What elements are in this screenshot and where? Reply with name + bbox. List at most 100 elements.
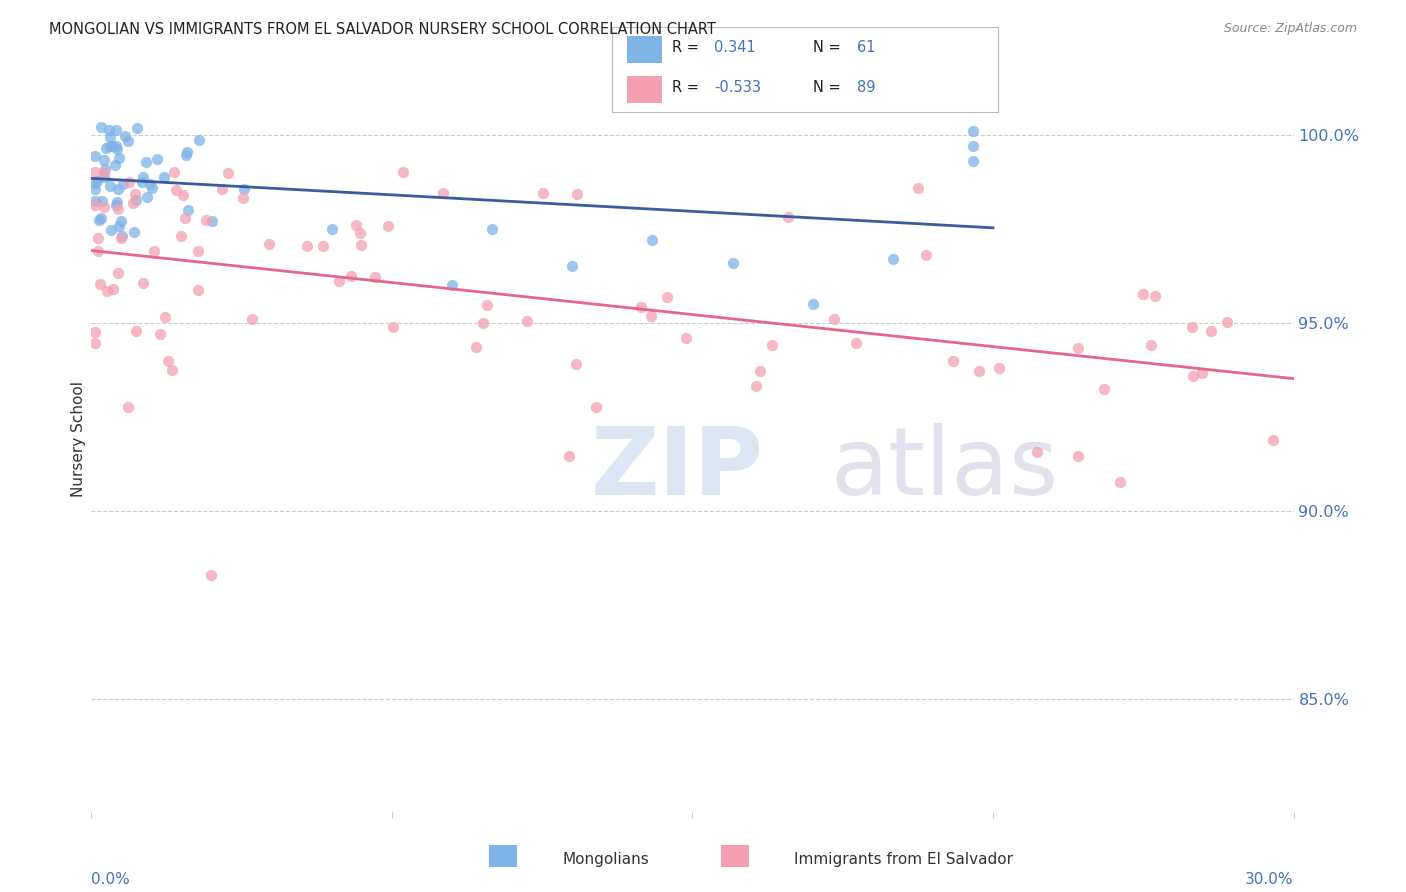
- Text: -0.533: -0.533: [714, 80, 761, 95]
- Point: [165, 183, 187, 197]
- Point: [96, 284, 118, 298]
- Point: [217, 166, 239, 180]
- Point: [721, 255, 744, 269]
- Text: MONGOLIAN VS IMMIGRANTS FROM EL SALVADOR NURSERY SCHOOL CORRELATION CHART: MONGOLIAN VS IMMIGRANTS FROM EL SALVADOR…: [49, 22, 716, 37]
- Point: [655, 289, 678, 303]
- Point: [84, 176, 107, 190]
- Point: [801, 297, 824, 311]
- Point: [125, 193, 148, 207]
- Point: [118, 175, 141, 189]
- Point: [90, 211, 112, 225]
- Point: [93, 165, 115, 179]
- Point: [778, 211, 800, 225]
- Point: [90, 194, 112, 209]
- Point: [187, 244, 209, 258]
- Point: [125, 324, 148, 338]
- Point: [163, 165, 186, 179]
- Text: 0.0%: 0.0%: [91, 871, 131, 887]
- Point: [240, 311, 263, 326]
- Point: [160, 363, 183, 377]
- Point: [962, 153, 984, 168]
- Point: [108, 151, 131, 165]
- Text: 89: 89: [858, 80, 876, 95]
- Point: [105, 142, 128, 156]
- Point: [107, 202, 129, 216]
- Point: [675, 331, 697, 345]
- Point: [87, 231, 110, 245]
- FancyBboxPatch shape: [627, 36, 662, 63]
- Point: [1109, 475, 1132, 489]
- Point: [630, 300, 652, 314]
- Text: 0.341: 0.341: [714, 40, 756, 55]
- Point: [641, 233, 664, 247]
- Point: [101, 139, 124, 153]
- Point: [107, 182, 129, 196]
- Point: [96, 141, 118, 155]
- Point: [1216, 315, 1239, 329]
- Point: [1067, 449, 1090, 463]
- Point: [1139, 337, 1161, 351]
- Point: [350, 238, 373, 252]
- Point: [311, 239, 333, 253]
- Point: [344, 218, 367, 232]
- Point: [516, 314, 538, 328]
- Point: [176, 145, 198, 160]
- Point: [131, 176, 153, 190]
- Point: [962, 139, 984, 153]
- Text: Source: ZipAtlas.com: Source: ZipAtlas.com: [1223, 22, 1357, 36]
- Point: [141, 181, 163, 195]
- Point: [84, 325, 107, 339]
- Point: [132, 170, 155, 185]
- Point: [84, 149, 107, 163]
- Point: [561, 260, 583, 274]
- Point: [114, 129, 136, 144]
- Point: [153, 170, 176, 185]
- Point: [136, 190, 159, 204]
- Point: [640, 310, 662, 324]
- Point: [211, 181, 233, 195]
- Point: [143, 244, 166, 259]
- Point: [89, 212, 111, 227]
- Point: [1263, 433, 1285, 447]
- Point: [823, 312, 845, 326]
- Point: [440, 278, 463, 293]
- Point: [257, 237, 280, 252]
- Point: [174, 211, 197, 225]
- Point: [98, 139, 121, 153]
- Point: [340, 269, 363, 284]
- Point: [915, 248, 938, 262]
- Point: [110, 231, 132, 245]
- Point: [1026, 445, 1049, 459]
- Point: [962, 124, 984, 138]
- Point: [761, 337, 783, 351]
- Text: 61: 61: [858, 40, 876, 55]
- Point: [105, 198, 128, 212]
- Point: [93, 153, 115, 167]
- Point: [882, 252, 904, 266]
- Text: 30.0%: 30.0%: [1246, 871, 1294, 887]
- Point: [328, 274, 350, 288]
- Point: [145, 152, 167, 166]
- Point: [1181, 319, 1204, 334]
- Point: [132, 276, 155, 290]
- Text: R =: R =: [672, 80, 703, 95]
- Point: [907, 181, 929, 195]
- Text: R =: R =: [672, 40, 703, 55]
- Point: [117, 134, 139, 148]
- Point: [392, 165, 415, 179]
- Point: [90, 120, 112, 135]
- Point: [139, 177, 162, 191]
- Text: Mongolians: Mongolians: [562, 853, 650, 867]
- Point: [84, 194, 107, 209]
- Point: [86, 174, 108, 188]
- Point: [101, 282, 124, 296]
- Point: [1199, 324, 1222, 338]
- Point: [89, 277, 111, 292]
- Point: [432, 186, 454, 200]
- Point: [176, 148, 198, 162]
- Point: [84, 181, 107, 195]
- Point: [477, 297, 499, 311]
- Point: [295, 239, 318, 253]
- Point: [104, 122, 127, 136]
- Point: [1191, 366, 1213, 380]
